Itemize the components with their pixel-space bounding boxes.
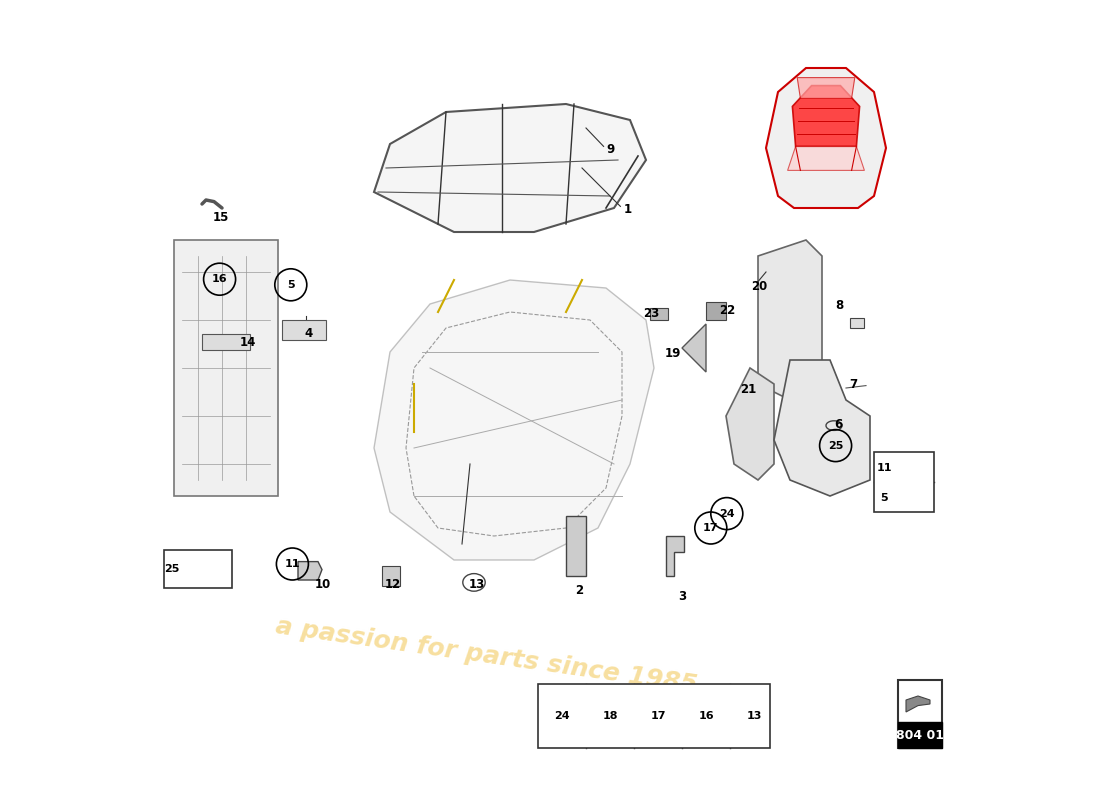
Text: 15: 15 bbox=[212, 211, 229, 224]
Text: 7: 7 bbox=[849, 378, 857, 390]
Bar bbox=[850, 318, 865, 328]
Polygon shape bbox=[682, 324, 706, 372]
Polygon shape bbox=[374, 280, 654, 560]
Text: 13: 13 bbox=[746, 711, 761, 721]
Text: 1: 1 bbox=[624, 203, 631, 216]
Text: a passion for parts since 1985: a passion for parts since 1985 bbox=[274, 614, 698, 698]
Bar bbox=[538, 684, 770, 748]
Text: 4: 4 bbox=[305, 327, 312, 340]
Text: 21: 21 bbox=[740, 383, 757, 396]
Text: 5: 5 bbox=[287, 280, 295, 290]
Bar bbox=[566, 516, 586, 576]
Text: 804 01: 804 01 bbox=[896, 729, 944, 742]
Text: 6: 6 bbox=[834, 418, 843, 430]
Text: 24: 24 bbox=[554, 711, 570, 721]
Polygon shape bbox=[298, 562, 322, 580]
Text: 19: 19 bbox=[664, 347, 681, 360]
Text: 2: 2 bbox=[575, 584, 584, 597]
Text: 16: 16 bbox=[212, 274, 228, 284]
Text: 14: 14 bbox=[240, 336, 256, 349]
Bar bbox=[202, 334, 250, 350]
Text: 20: 20 bbox=[751, 280, 768, 293]
Text: 9: 9 bbox=[607, 143, 615, 156]
Text: 11: 11 bbox=[285, 559, 300, 569]
Text: 17: 17 bbox=[703, 523, 718, 533]
Polygon shape bbox=[726, 368, 774, 480]
Text: 17: 17 bbox=[650, 711, 666, 721]
Text: 8: 8 bbox=[836, 299, 844, 312]
Bar bbox=[898, 680, 942, 748]
Bar bbox=[898, 722, 942, 748]
Bar bbox=[382, 566, 399, 586]
Polygon shape bbox=[666, 536, 684, 576]
Polygon shape bbox=[788, 146, 865, 170]
Polygon shape bbox=[758, 240, 822, 400]
Text: 22: 22 bbox=[719, 304, 736, 317]
Text: 10: 10 bbox=[315, 578, 331, 590]
Polygon shape bbox=[798, 78, 855, 98]
Text: 23: 23 bbox=[644, 307, 660, 320]
Text: 3: 3 bbox=[678, 590, 686, 603]
Polygon shape bbox=[374, 104, 646, 232]
Polygon shape bbox=[174, 240, 278, 496]
Text: 25: 25 bbox=[164, 564, 179, 574]
Text: 11: 11 bbox=[877, 463, 892, 473]
Text: 25: 25 bbox=[828, 441, 844, 450]
Bar bbox=[164, 550, 232, 588]
Polygon shape bbox=[766, 68, 886, 208]
Polygon shape bbox=[774, 360, 870, 496]
Text: 12: 12 bbox=[384, 578, 400, 590]
Polygon shape bbox=[792, 86, 859, 146]
Bar bbox=[650, 308, 668, 320]
Text: 5: 5 bbox=[881, 493, 888, 502]
Bar bbox=[874, 452, 934, 512]
Bar bbox=[706, 302, 726, 320]
Polygon shape bbox=[906, 696, 930, 712]
Text: 16: 16 bbox=[698, 711, 714, 721]
Text: 24: 24 bbox=[719, 509, 735, 518]
Bar bbox=[282, 320, 326, 340]
Text: 13: 13 bbox=[469, 578, 484, 590]
Text: 18: 18 bbox=[603, 711, 618, 721]
